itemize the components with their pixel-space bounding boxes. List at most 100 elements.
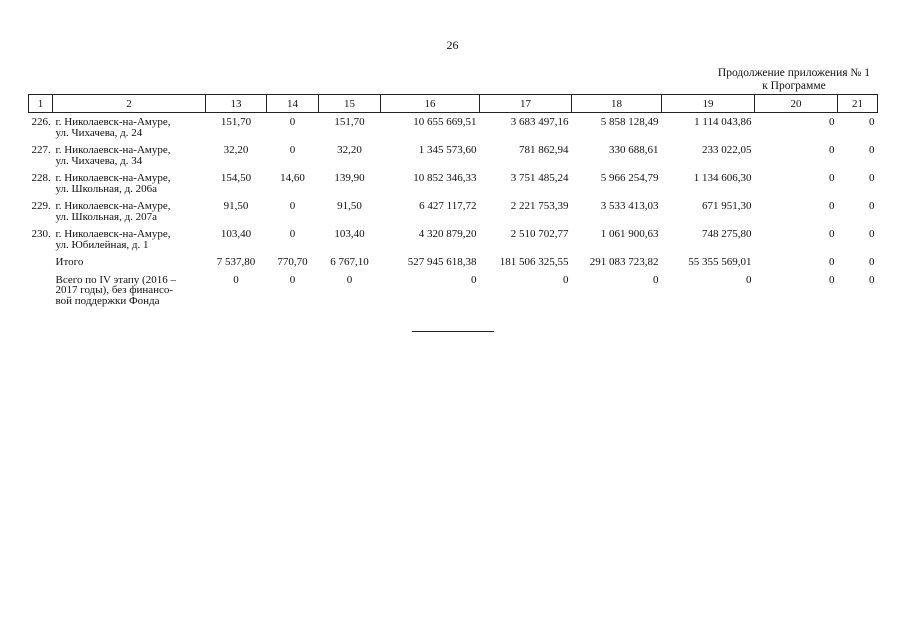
header-cell: 18 (571, 94, 662, 113)
col-19-cell: 748 275,80 (702, 228, 752, 240)
header-cell: 17 (479, 94, 572, 113)
address-cell: г. Николаевск-на-Амуре, ул. Чихачева, д.… (55, 116, 171, 139)
row-number (29, 253, 53, 271)
col-17-cell: 3 751 485,24 (510, 172, 569, 184)
col-17-cell: 3 683 497,16 (510, 116, 569, 128)
col-15-cell: 103,40 (334, 228, 365, 240)
col-18-cell: 0 (653, 273, 659, 286)
col-20-cell: 0 (829, 228, 835, 240)
row-number: 229. (31, 200, 51, 212)
col-16-cell: 4 320 879,20 (418, 228, 477, 240)
col-21-cell: 0 (869, 228, 875, 240)
address-cell: г. Николаевск-на-Амуре, ул. Школьная, д.… (55, 200, 171, 223)
header-cell: 16 (380, 94, 480, 113)
address-cell: г. Николаевск-на-Амуре, ул. Школьная, д.… (55, 172, 171, 195)
col-21-cell: 0 (869, 172, 875, 184)
col-20-cell: 0 (829, 144, 835, 156)
col-13-cell: 32,20 (223, 144, 249, 156)
header-cell: 15 (318, 94, 381, 113)
col-18-cell: 1 061 900,63 (600, 228, 659, 240)
col-17-cell: 0 (563, 273, 569, 286)
table-row: 226. г. Николаевск-на-Амуре, ул. Чихачева… (29, 113, 878, 142)
col-16-cell: 527 945 618,38 (407, 256, 477, 268)
page-number: 26 (446, 38, 459, 52)
address-cell: г. Николаевск-на-Амуре, ул. Юбилейная, д… (55, 228, 171, 251)
col-21-cell: 0 (869, 144, 875, 156)
col-16-cell: 10 655 669,51 (413, 116, 477, 128)
col-13-cell: 151,70 (220, 116, 252, 128)
header-cell: 19 (661, 94, 755, 113)
col-16-cell: 1 345 573,60 (418, 144, 477, 156)
col-16-cell: 0 (471, 273, 477, 286)
row-number: 228. (31, 172, 51, 184)
table-row: 230. г. Николаевск-на-Амуре, ул. Юбилейна… (29, 225, 878, 253)
table-row: 228. г. Николаевск-на-Амуре, ул. Школьная… (29, 169, 878, 197)
address-cell: Итого (55, 256, 84, 268)
col-17-cell: 2 221 753,39 (510, 200, 569, 212)
col-15-cell: 151,70 (334, 116, 365, 128)
col-14-cell: 0 (289, 228, 296, 240)
col-13-cell: 0 (233, 273, 239, 286)
col-19-cell: 1 114 043,86 (694, 116, 752, 128)
table-row: Итого 7 537,80 770,70 6 767,10 527 945 618,3… (29, 253, 878, 271)
closing-rule (412, 331, 494, 332)
col-14-cell: 770,70 (277, 256, 308, 268)
col-13-cell: 103,40 (220, 228, 252, 240)
col-18-cell: 5 966 254,79 (600, 172, 659, 184)
col-15-cell: 32,20 (337, 144, 362, 156)
col-15-cell: 91,50 (337, 200, 362, 212)
col-20-cell: 0 (829, 256, 835, 268)
col-17-cell: 181 506 325,55 (499, 256, 569, 268)
col-14-cell: 0 (289, 200, 296, 212)
header-row: 1 2 13 14 15 16 17 18 19 20 21 (28, 94, 878, 113)
row-number: 227. (31, 144, 51, 156)
col-15-cell: 6 767,10 (330, 256, 369, 268)
row-number: 226. (31, 116, 51, 128)
col-19-cell: 671 951,30 (702, 200, 752, 212)
col-15-cell: 139,90 (334, 172, 365, 184)
row-number: 230. (31, 228, 51, 240)
row-number (29, 271, 53, 310)
col-20-cell: 0 (829, 172, 835, 184)
col-19-cell: 0 (746, 273, 752, 286)
col-18-cell: 330 688,61 (609, 144, 659, 156)
continuation-caption: Продолжение приложения № 1 к Программе (718, 67, 870, 93)
col-21-cell: 0 (869, 200, 875, 212)
header-cell: 21 (837, 94, 878, 113)
table-row: 229. г. Николаевск-на-Амуре, ул. Школьная… (29, 197, 878, 225)
col-13-cell: 7 537,80 (216, 256, 256, 268)
header-cell: 13 (205, 94, 267, 113)
address-cell: г. Николаевск-на-Амуре, ул. Чихачева, д.… (55, 144, 171, 167)
table-row: 227. г. Николаевск-на-Амуре, ул. Чихачева… (29, 141, 878, 169)
data-table: 1 2 13 14 15 16 17 18 19 20 21 226. г. Ни… (28, 94, 878, 309)
col-14-cell: 0 (289, 116, 296, 128)
col-21-cell: 0 (869, 116, 875, 128)
col-18-cell: 291 083 723,82 (589, 256, 659, 268)
col-20-cell: 0 (829, 200, 835, 212)
col-18-cell: 3 533 413,03 (600, 200, 659, 212)
header-cell: 2 (52, 94, 206, 113)
col-19-cell: 55 355 569,01 (688, 256, 752, 268)
col-21-cell: 0 (869, 273, 875, 286)
col-14-cell: 0 (289, 273, 296, 286)
col-17-cell: 2 510 702,77 (510, 228, 569, 240)
col-14-cell: 14,60 (280, 172, 305, 184)
col-16-cell: 6 427 117,72 (419, 200, 477, 212)
header-cell: 14 (266, 94, 319, 113)
col-14-cell: 0 (289, 144, 296, 156)
table-row: Всего по IV этапу (2016 – 2017 годы), бе… (29, 271, 878, 310)
col-19-cell: 1 134 606,30 (693, 172, 752, 184)
continuation-line-2: к Программе (762, 80, 826, 92)
col-13-cell: 154,50 (220, 172, 252, 184)
continuation-line-1: Продолжение приложения № 1 (717, 67, 870, 79)
col-19-cell: 233 022,05 (702, 144, 752, 156)
header-cell: 20 (754, 94, 838, 113)
col-18-cell: 5 858 128,49 (600, 116, 659, 128)
col-20-cell: 0 (829, 273, 835, 286)
address-cell: Всего по IV этапу (2016 – 2017 годы), бе… (55, 273, 176, 307)
col-15-cell: 0 (346, 273, 353, 286)
col-21-cell: 0 (869, 256, 875, 268)
col-20-cell: 0 (829, 116, 835, 128)
col-17-cell: 781 862,94 (519, 144, 569, 156)
col-16-cell: 10 852 346,33 (413, 172, 477, 184)
